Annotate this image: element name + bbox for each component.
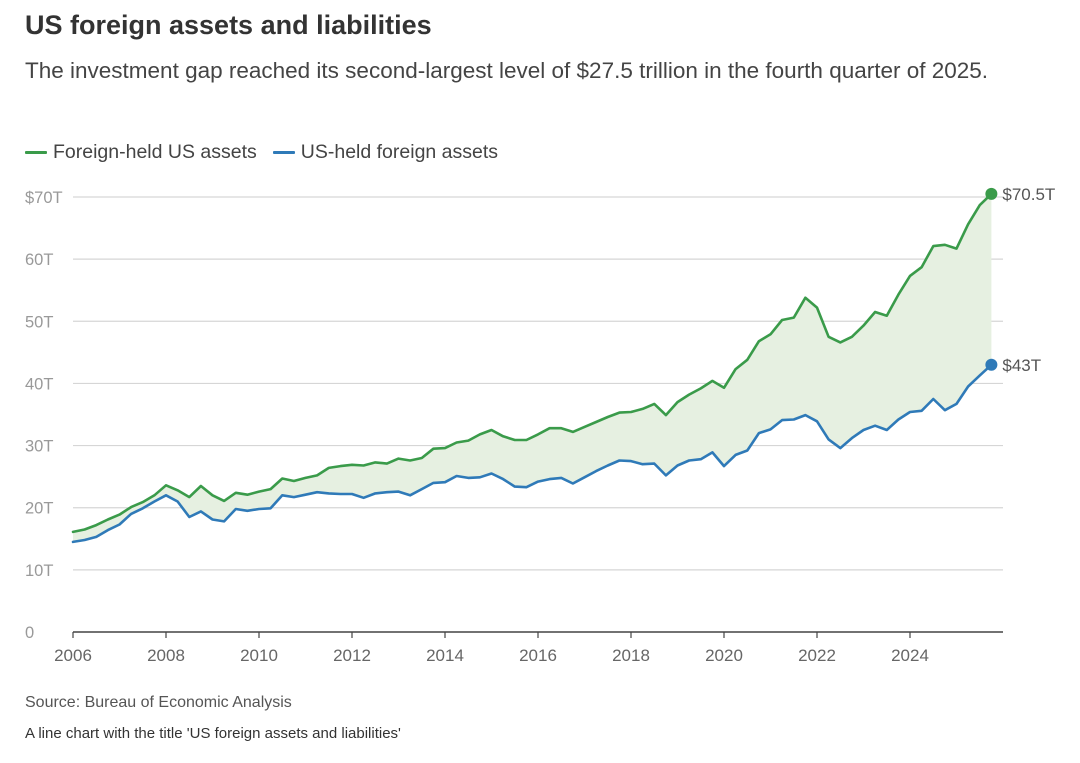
y-tick-label: $70T <box>25 189 63 207</box>
x-tick-label: 2014 <box>426 646 464 665</box>
legend-label: US-held foreign assets <box>300 141 499 163</box>
series-line-1 <box>71 363 993 544</box>
y-tick-label: 50T <box>25 313 53 331</box>
y-tick-label: 30T <box>25 438 53 456</box>
x-tick-label: 2020 <box>705 646 743 665</box>
chart-subtitle: The investment gap reached its second-la… <box>25 58 989 83</box>
line-chart: 0 10T 20T 30T 40T 50T 60T $70T 2006 2008 2010 2012 2… <box>25 185 1055 665</box>
legend-item-foreign-held: Foreign-held US assets <box>25 141 257 164</box>
legend-swatch-green <box>25 151 47 154</box>
legend: Foreign-held US assets US-held foreign a… <box>25 141 498 164</box>
legend-item-us-held: US-held foreign assets <box>272 141 499 164</box>
x-tick-label: 2010 <box>240 646 278 665</box>
y-tick-label: 60T <box>25 251 53 269</box>
series-end-point-1 <box>985 358 998 371</box>
x-tick-label: 2008 <box>147 646 185 665</box>
x-tick-label: 2022 <box>798 646 836 665</box>
legend-label: Foreign-held US assets <box>53 141 257 163</box>
series-line-0 <box>71 192 993 534</box>
x-tick-label: 2016 <box>519 646 557 665</box>
x-tick-label: 2018 <box>612 646 650 665</box>
y-tick-label: 20T <box>25 500 53 518</box>
source-note: Source: Bureau of Economic Analysis <box>25 694 292 711</box>
chart-title: US foreign assets and liabilities <box>25 10 432 40</box>
series-end-label-1: $43T <box>1002 356 1041 375</box>
y-tick-label: 10T <box>25 562 53 580</box>
y-tick-label: 0 <box>25 624 34 642</box>
series-end-point-0 <box>985 187 998 200</box>
gap-area <box>73 193 992 542</box>
legend-swatch-blue <box>272 151 295 154</box>
x-tick-label: 2024 <box>891 646 929 665</box>
x-tick-label: 2006 <box>54 646 92 665</box>
y-tick-label: 40T <box>25 375 53 393</box>
x-tick-label: 2012 <box>333 646 371 665</box>
series-end-label-0: $70.5T <box>1002 185 1055 204</box>
chart-caption: A line chart with the title 'US foreign … <box>25 725 401 742</box>
